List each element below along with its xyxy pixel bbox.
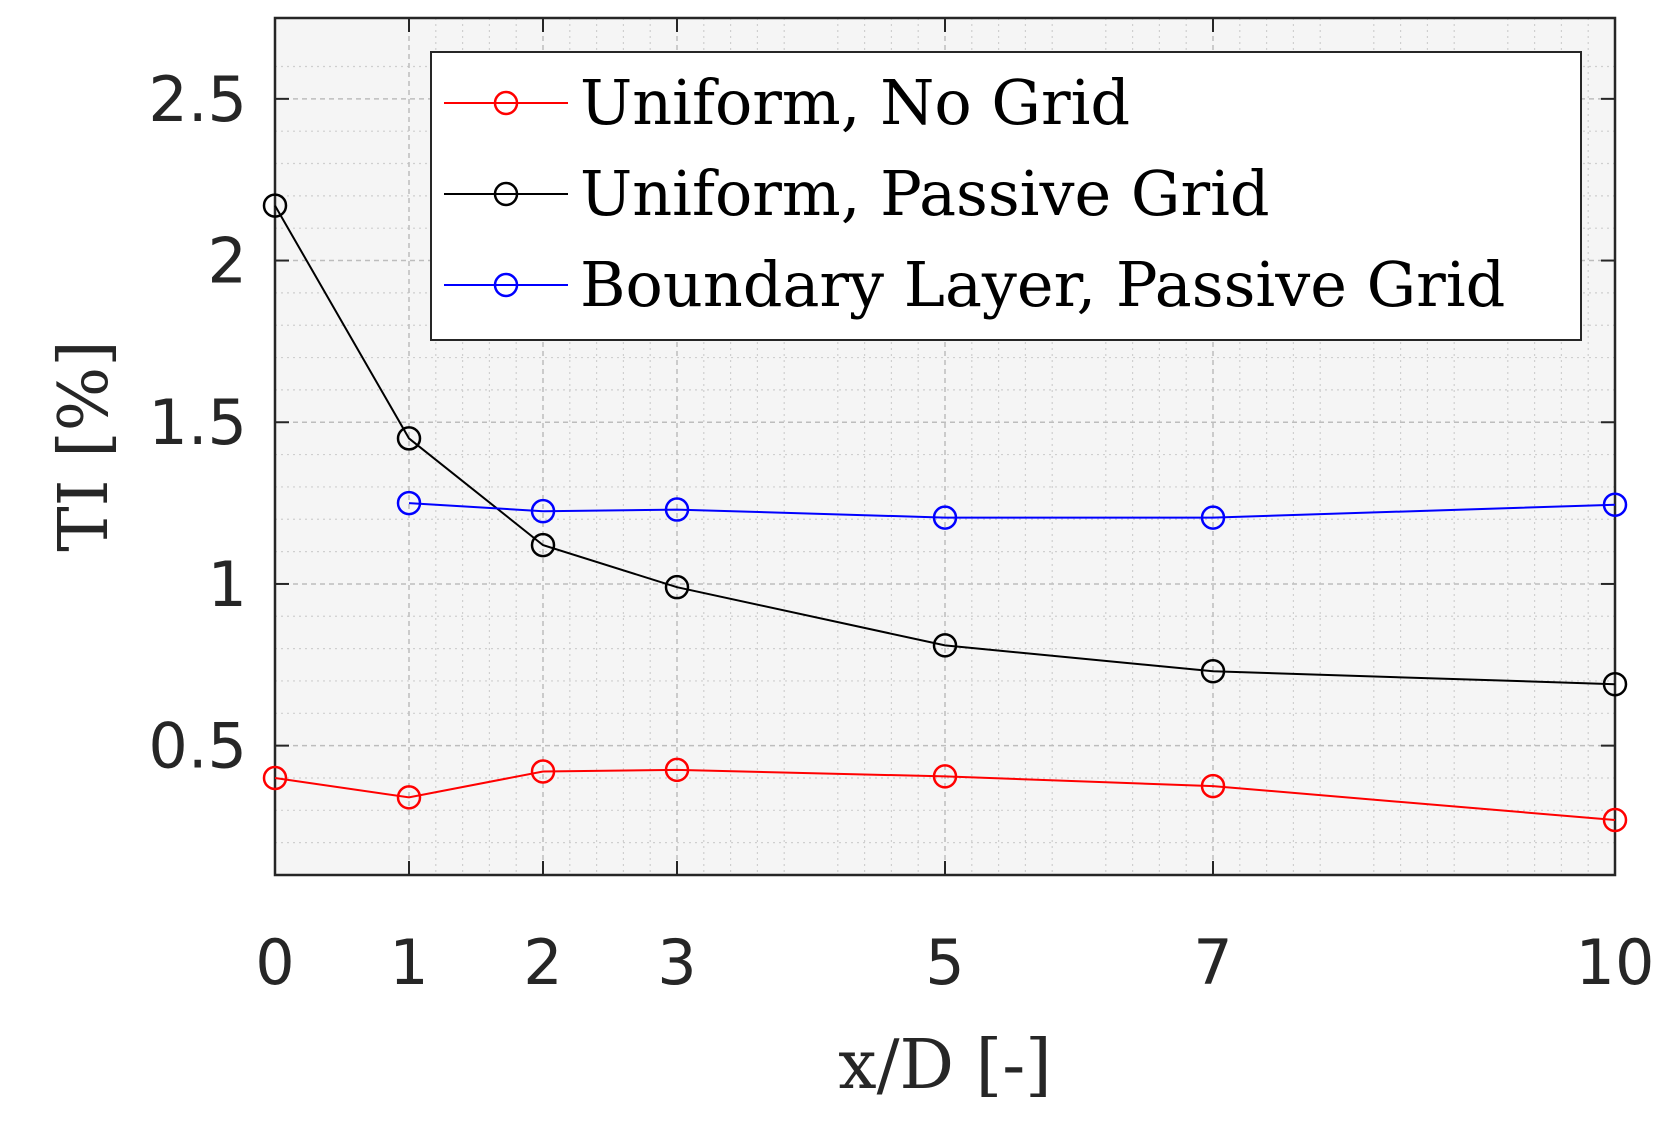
y-tick-label: 0.5 — [148, 710, 247, 783]
x-tick-label: 1 — [389, 926, 428, 999]
legend-entry: Uniform, No Grid — [444, 66, 1130, 139]
axis-ticks — [274, 18, 1616, 875]
data-point-marker — [932, 764, 958, 789]
x-tick-label: 7 — [1193, 926, 1232, 999]
data-point-marker — [530, 532, 556, 558]
legend-marker — [493, 272, 519, 298]
series-line — [408, 502, 1616, 519]
data-point-marker — [1200, 505, 1226, 530]
data-point-marker — [530, 759, 556, 784]
tick-labels: 0 1 2 3 5 7 10 0.5 1 1.5 2 2.5 — [148, 63, 1654, 999]
series-line — [274, 768, 1616, 821]
x-tick-label: 3 — [657, 926, 696, 999]
series-2 — [262, 193, 1628, 697]
x-axis-label: x/D [-] — [838, 1026, 1051, 1105]
series-layer — [262, 193, 1628, 833]
legend-box — [430, 51, 1582, 341]
data-point-marker — [262, 193, 288, 218]
series-1 — [262, 757, 1628, 833]
legend-entry: Uniform, Passive Grid — [444, 157, 1270, 230]
data-point-marker — [1602, 671, 1628, 697]
y-axis-label: TI [%] — [45, 340, 124, 552]
data-point-marker — [396, 426, 422, 451]
data-point-marker — [1602, 492, 1628, 517]
legend-label: Uniform, Passive Grid — [580, 157, 1270, 230]
x-tick-label: 5 — [925, 926, 964, 999]
data-point-marker — [1602, 807, 1628, 833]
data-point-marker — [664, 757, 690, 783]
data-point-marker — [1200, 773, 1226, 799]
x-tick-label: 10 — [1576, 926, 1655, 999]
legend-entry: Boundary Layer, Passive Grid — [444, 248, 1505, 321]
x-tick-label: 2 — [523, 926, 562, 999]
y-tick-label: 2.5 — [148, 63, 247, 136]
y-tick-label: 1.5 — [148, 386, 247, 459]
legend-label: Boundary Layer, Passive Grid — [580, 248, 1505, 321]
legend-entries: Uniform, No Grid Uniform, Passive Grid Bou… — [444, 66, 1505, 321]
y-tick-label: 1 — [208, 548, 247, 621]
data-point-marker — [530, 498, 556, 524]
data-point-marker — [664, 497, 690, 522]
x-tick-label: 0 — [255, 926, 294, 999]
data-point-marker — [262, 765, 288, 791]
legend-marker — [493, 181, 519, 207]
legend-marker — [493, 90, 519, 116]
data-point-marker — [396, 785, 422, 810]
legend-label: Uniform, No Grid — [580, 66, 1130, 139]
series-line — [274, 205, 1616, 686]
data-point-marker — [664, 574, 690, 600]
series-3 — [396, 490, 1628, 530]
y-tick-label: 2 — [208, 225, 247, 298]
legend: Uniform, No Grid Uniform, Passive Grid Bou… — [430, 51, 1582, 341]
data-point-marker — [932, 505, 958, 530]
data-point-marker — [932, 633, 958, 658]
data-point-marker — [1200, 659, 1226, 684]
data-point-marker — [396, 490, 422, 516]
